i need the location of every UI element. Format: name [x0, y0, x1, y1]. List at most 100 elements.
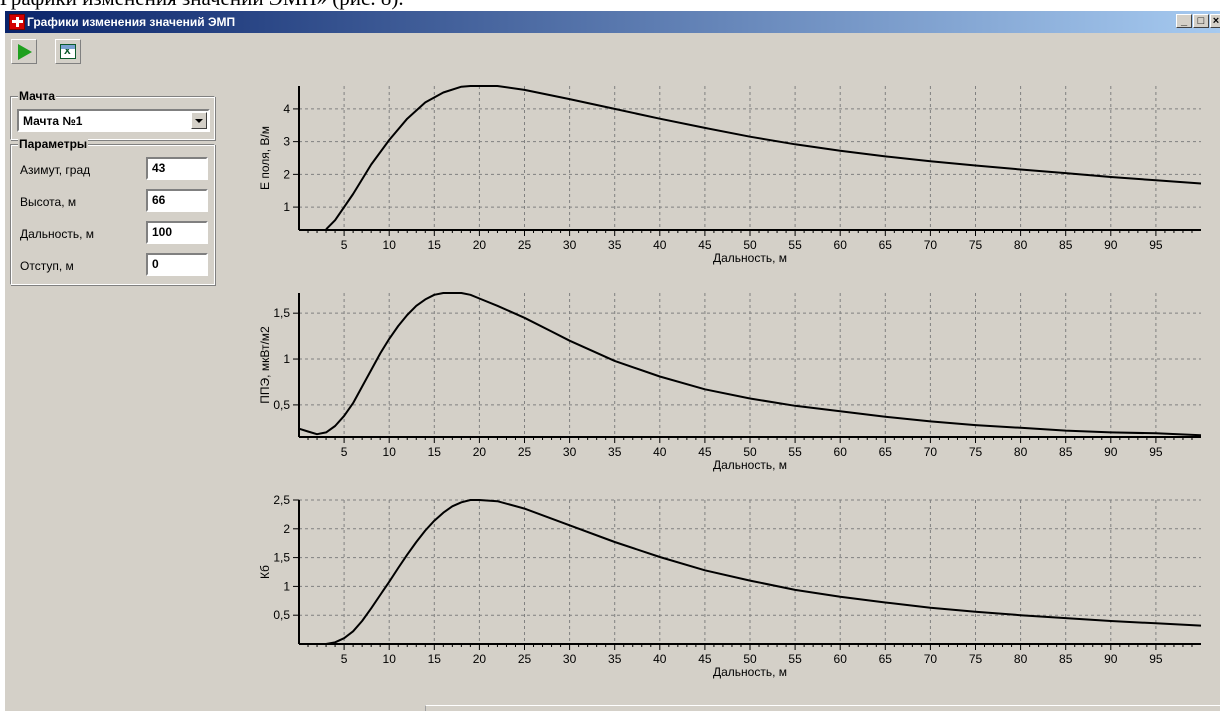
chart3-xtick-label: 25	[518, 652, 532, 666]
chart2-xtick-label: 15	[428, 445, 442, 459]
chart3-xtick-label: 45	[698, 652, 712, 666]
chart3-ytick-label: 1,5	[273, 551, 290, 565]
chart3-series-line	[299, 499, 1202, 645]
height-field[interactable]: 66	[146, 189, 208, 212]
chart2-ytick-label: 1,5	[273, 306, 290, 320]
chart1-xtick-label: 85	[1059, 238, 1073, 252]
chart2-xtick-label: 50	[743, 445, 757, 459]
chart2-xtick-label: 65	[879, 445, 893, 459]
chart3-y-axis-title: Кб	[258, 565, 272, 579]
chart1-y-axis-title: Е поля, В/м	[258, 126, 272, 190]
height-label: Высота, м	[20, 195, 77, 209]
chart1-series-line	[325, 85, 1202, 231]
chart1-xtick-label: 30	[563, 238, 577, 252]
chart1-xtick-label: 80	[1014, 238, 1028, 252]
mast-select[interactable]: Мачта №1	[17, 109, 210, 132]
chart3-xtick-label: 50	[743, 652, 757, 666]
chart1-xtick-label: 15	[428, 238, 442, 252]
chart3-xtick-label: 35	[608, 652, 622, 666]
close-button[interactable]: ×	[1210, 14, 1220, 28]
chart1-xtick-label: 40	[653, 238, 667, 252]
chart2-xtick-label: 20	[473, 445, 487, 459]
chart3-xtick-label: 95	[1149, 652, 1163, 666]
chart1-xtick-label: 75	[969, 238, 983, 252]
chart2-xtick-label: 70	[924, 445, 938, 459]
chart3-xtick-label: 80	[1014, 652, 1028, 666]
chart2-xtick-label: 5	[341, 445, 348, 459]
chart2-xtick-label: 75	[969, 445, 983, 459]
chart2-xtick-label: 40	[653, 445, 667, 459]
chart1-ytick-label: 4	[283, 102, 290, 116]
chart2-series-line	[298, 292, 1202, 437]
azimuth-field[interactable]: 43	[146, 157, 208, 180]
chart1-xtick-label: 5	[341, 238, 348, 252]
chart3-ytick-label: 0,5	[273, 608, 290, 622]
app-window: Графики изменения значений ЭМП _ □ × Мач…	[4, 11, 1220, 711]
chart2-xtick-label: 60	[834, 445, 848, 459]
chart3-xtick-label: 55	[788, 652, 802, 666]
minimize-button[interactable]: _	[1176, 14, 1192, 28]
chart3-ytick-label: 1	[283, 579, 290, 593]
chart1-ytick-label: 2	[283, 167, 290, 181]
params-group: Параметры	[10, 137, 215, 285]
chart1-xtick-label: 60	[834, 238, 848, 252]
app-logo-icon	[9, 14, 25, 30]
chart2-xtick-label: 25	[518, 445, 532, 459]
status-bar	[425, 705, 1220, 711]
window-title: Графики изменения значений ЭМП	[27, 15, 236, 29]
chart1-xtick-label: 10	[383, 238, 397, 252]
chart1-xtick-label: 95	[1149, 238, 1163, 252]
chart3-xtick-label: 65	[879, 652, 893, 666]
chart3-x-axis-title: Дальность, м	[713, 665, 787, 679]
chart3-xtick-label: 60	[834, 652, 848, 666]
chart2-xtick-label: 45	[698, 445, 712, 459]
chart1-xtick-label: 65	[879, 238, 893, 252]
azimuth-label: Азимут, град	[20, 163, 91, 177]
chart1-ytick-label: 3	[283, 135, 290, 149]
chart1-xtick-label: 55	[788, 238, 802, 252]
chart1-ytick-label: 1	[283, 200, 290, 214]
run-button[interactable]	[11, 39, 37, 64]
chart1-xtick-label: 45	[698, 238, 712, 252]
chart2-xtick-label: 10	[383, 445, 397, 459]
distance-field[interactable]: 100	[146, 221, 208, 244]
maximize-button[interactable]: □	[1193, 14, 1209, 28]
chart2-xtick-label: 85	[1059, 445, 1073, 459]
chart2-xtick-label: 90	[1104, 445, 1118, 459]
chart2-ytick-label: 0,5	[273, 398, 290, 412]
chart3-xtick-label: 10	[383, 652, 397, 666]
chart2-ytick-label: 1	[283, 352, 290, 366]
chart2-xtick-label: 80	[1014, 445, 1028, 459]
chart1-x-axis-title: Дальность, м	[713, 251, 787, 265]
chart1-xtick-label: 50	[743, 238, 757, 252]
mast-select-value: Мачта №1	[23, 114, 83, 128]
chart3-ytick-label: 2,5	[273, 493, 290, 507]
chart3-xtick-label: 20	[473, 652, 487, 666]
chart3-xtick-label: 40	[653, 652, 667, 666]
offset-label: Отступ, м	[20, 259, 74, 273]
distance-label: Дальность, м	[20, 227, 95, 241]
chart3-ytick-label: 2	[283, 522, 290, 536]
chevron-down-icon[interactable]	[191, 112, 207, 129]
params-group-label: Параметры	[18, 137, 89, 151]
chart2-y-axis-title: ППЭ, мкВт/м2	[258, 326, 272, 404]
chart2-xtick-label: 55	[788, 445, 802, 459]
title-bar[interactable]: Графики изменения значений ЭМП _ □ ×	[5, 11, 1220, 33]
export-excel-button[interactable]	[55, 39, 81, 64]
chart1-xtick-label: 70	[924, 238, 938, 252]
chart3-xtick-label: 90	[1104, 652, 1118, 666]
chart2-xtick-label: 35	[608, 445, 622, 459]
document-caption: Графики изменения значений ЭМП» (рис. 8)…	[0, 0, 1220, 10]
chart3-xtick-label: 15	[428, 652, 442, 666]
chart1-xtick-label: 90	[1104, 238, 1118, 252]
chart1-xtick-label: 20	[473, 238, 487, 252]
chart3-xtick-label: 30	[563, 652, 577, 666]
play-icon	[18, 44, 32, 60]
excel-export-icon	[60, 43, 76, 59]
chart1-xtick-label: 25	[518, 238, 532, 252]
chart2-xtick-label: 95	[1149, 445, 1163, 459]
mast-group-label: Мачта	[18, 89, 57, 103]
chart2-xtick-label: 30	[563, 445, 577, 459]
offset-field[interactable]: 0	[146, 253, 208, 276]
